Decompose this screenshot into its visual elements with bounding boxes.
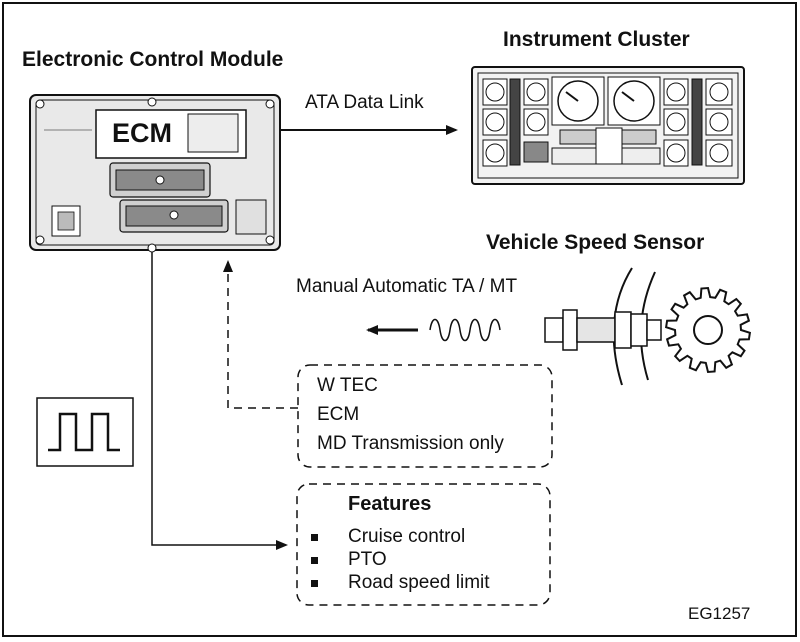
square-wave-panel bbox=[36, 397, 134, 467]
cluster-title: Instrument Cluster bbox=[503, 28, 690, 51]
vss-title: Vehicle Speed Sensor bbox=[486, 231, 705, 254]
feature-item-pto: PTO bbox=[348, 549, 387, 570]
cluster-gauges-left bbox=[482, 78, 549, 167]
ecm-module bbox=[29, 94, 281, 253]
square-wave-signal bbox=[48, 412, 120, 452]
bullet-marker bbox=[311, 534, 318, 541]
sine-signal bbox=[429, 318, 501, 342]
ecm-title: Electronic Control Module bbox=[22, 48, 284, 71]
features-title: Features bbox=[348, 493, 432, 515]
applicability-line-3: MD Transmission only bbox=[317, 433, 504, 454]
feature-item-cruise-control: Cruise control bbox=[348, 526, 466, 547]
features-box bbox=[296, 483, 551, 606]
sensor-to-ecm-dashed bbox=[223, 260, 298, 409]
speed-sensor-body bbox=[544, 309, 662, 351]
cluster-gauges-right bbox=[663, 78, 733, 167]
speed-sensor-assembly bbox=[544, 267, 752, 386]
ecm-to-features-line bbox=[151, 252, 288, 550]
bullet-marker bbox=[311, 557, 318, 564]
applicability-line-2: ECM bbox=[317, 404, 360, 425]
feature-item-road-speed-limit: Road speed limit bbox=[348, 572, 490, 593]
instrument-cluster bbox=[471, 66, 745, 185]
applicability-line-1: W TEC bbox=[317, 375, 378, 396]
ecm-label: ECM bbox=[112, 118, 172, 148]
bullet-marker bbox=[311, 580, 318, 587]
figure-id: EG1257 bbox=[688, 604, 751, 623]
applicability-box bbox=[297, 364, 553, 468]
data-link-label: ATA Data Link bbox=[305, 92, 424, 113]
transmission-types-label: Manual Automatic TA / MT bbox=[296, 276, 518, 297]
cluster-main-gauges bbox=[551, 76, 661, 165]
tone-wheel-hub bbox=[693, 315, 723, 345]
